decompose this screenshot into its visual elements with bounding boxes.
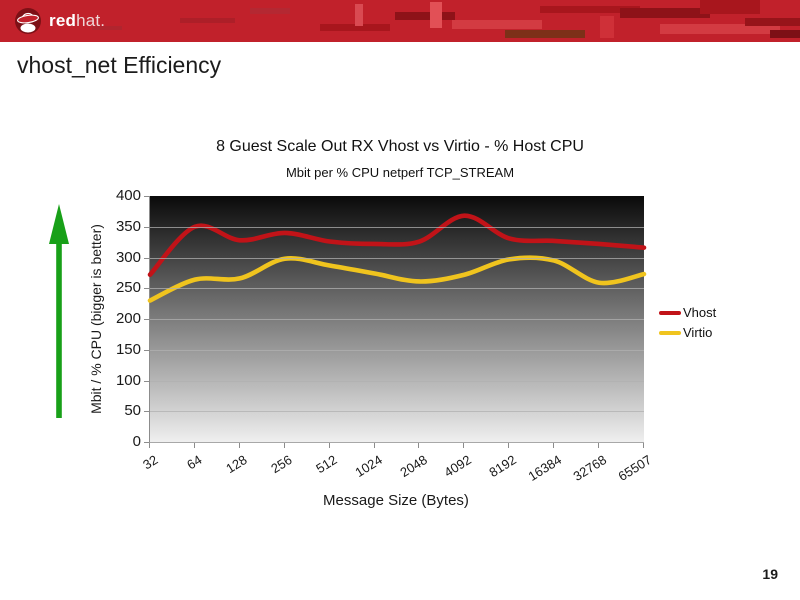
y-tick-mark — [144, 288, 149, 290]
y-tick-label: 350 — [115, 217, 141, 235]
x-tick-mark — [553, 443, 555, 448]
plot-area — [147, 196, 647, 443]
gridline — [150, 349, 644, 351]
banner-pattern — [250, 8, 290, 14]
gridline — [150, 257, 644, 259]
redhat-hat-icon — [15, 8, 41, 34]
y-tick-label: 200 — [115, 310, 141, 327]
legend-label: Vhost — [683, 305, 717, 320]
x-tick-label: 32 — [139, 452, 160, 473]
y-tick-mark — [144, 411, 149, 413]
gridline — [150, 411, 644, 413]
y-tick-label: 150 — [115, 340, 141, 358]
x-tick-mark — [463, 443, 465, 448]
y-tick-label: 300 — [115, 248, 141, 266]
up-arrow-icon — [49, 204, 69, 418]
banner-pattern — [355, 4, 363, 26]
y-tick-label: 100 — [115, 371, 141, 389]
chart-title: 8 Guest Scale Out RX Vhost vs Virtio - %… — [216, 138, 584, 155]
banner-pattern — [540, 6, 640, 13]
banner-pattern — [770, 30, 800, 38]
x-tick-mark — [643, 443, 644, 448]
gridline — [150, 288, 644, 290]
x-axis-label: Message Size (Bytes) — [323, 492, 469, 509]
redhat-logo: redhat. — [14, 7, 105, 35]
banner-pattern — [660, 24, 780, 34]
x-tick-label: 32768 — [570, 452, 610, 484]
legend-entry-vhost: Vhost — [659, 305, 716, 320]
legend-swatch — [659, 330, 681, 335]
x-tick-label: 8192 — [486, 452, 520, 481]
banner-pattern — [320, 24, 390, 31]
x-tick-label: 2048 — [396, 452, 430, 481]
banner-pattern — [452, 20, 542, 29]
x-tick-label: 65507 — [615, 452, 654, 484]
redhat-banner: redhat. — [0, 0, 800, 42]
x-tick-mark — [418, 443, 420, 448]
chart-legend: Vhost Virtio — [659, 305, 716, 340]
y-tick-mark — [144, 257, 149, 259]
x-tick-mark — [283, 443, 285, 448]
y-tick-mark — [144, 226, 149, 228]
banner-pattern — [505, 30, 585, 38]
banner-pattern — [745, 18, 800, 26]
x-tick-label: 1024 — [352, 452, 385, 481]
y-tick-mark — [144, 349, 149, 351]
x-tick-label: 64 — [184, 452, 205, 473]
brand-hat: hat. — [76, 11, 106, 30]
x-tick-label: 512 — [313, 452, 340, 477]
banner-pattern — [700, 0, 760, 14]
y-tick-label: 400 — [115, 187, 141, 204]
banner-pattern — [430, 2, 442, 28]
legend-swatch — [659, 310, 681, 315]
brand-red: red — [49, 11, 77, 30]
x-tick-mark — [238, 443, 240, 448]
gridline — [150, 226, 644, 228]
y-tick-mark — [144, 196, 149, 197]
legend-label: Virtio — [683, 325, 713, 340]
x-tick-label: 128 — [223, 452, 250, 477]
x-tick-label: 256 — [268, 452, 295, 477]
slide-title: vhost_net Efficiency — [17, 52, 222, 78]
series-lines — [147, 213, 647, 303]
x-tick-label: 16384 — [525, 452, 565, 484]
y-tick-mark — [144, 380, 149, 382]
x-tick-mark — [193, 443, 195, 448]
x-tick-mark — [328, 443, 330, 448]
x-tick-mark — [149, 443, 150, 448]
x-tick-mark — [373, 443, 375, 448]
series-line-virtio — [147, 255, 647, 303]
y-tick-label: 50 — [124, 402, 141, 420]
gridline — [150, 319, 644, 320]
banner-pattern — [92, 26, 122, 30]
banner-pattern — [180, 18, 235, 23]
y-tick-mark — [144, 442, 149, 443]
banner-pattern — [620, 8, 710, 18]
chart-subtitle: Mbit per % CPU netperf TCP_STREAM — [285, 165, 515, 180]
page-number: 19 — [762, 566, 778, 582]
y-tick-mark — [144, 319, 149, 320]
gridline — [150, 380, 644, 382]
banner-pattern — [600, 16, 614, 38]
y-tick-label: 0 — [132, 433, 141, 450]
x-tick-mark — [508, 443, 510, 448]
y-tick-label: 250 — [115, 279, 141, 297]
legend-entry-virtio: Virtio — [659, 325, 716, 340]
x-tick-mark — [598, 443, 600, 448]
banner-pattern — [395, 12, 455, 20]
x-tick-label: 4092 — [441, 452, 475, 481]
series-line-vhost — [147, 213, 647, 278]
redhat-wordmark: redhat. — [49, 11, 105, 31]
